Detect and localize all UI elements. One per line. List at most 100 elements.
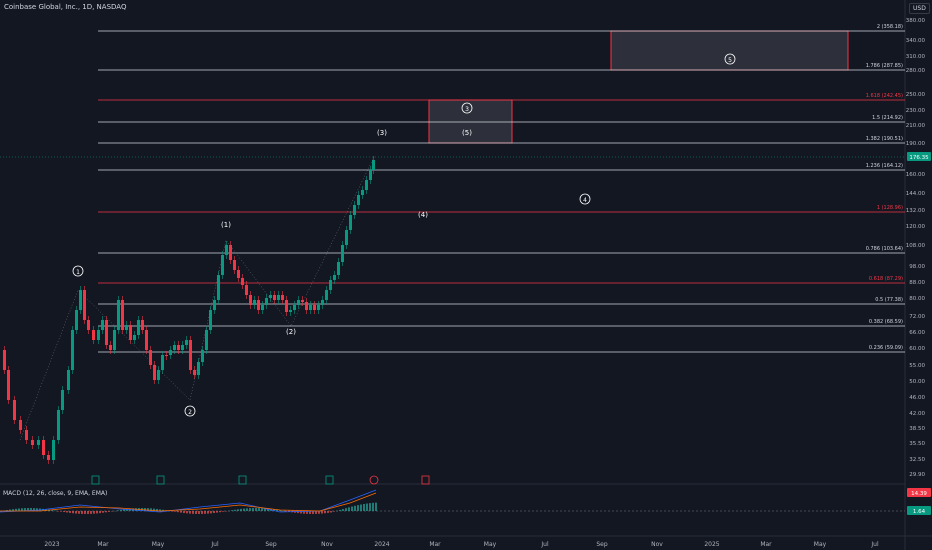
fib-label: 1.618 (242.45) [866,93,903,99]
macd-histogram-bar [237,509,239,511]
macd-histogram-bar [183,511,185,513]
macd-histogram-bar [342,509,344,511]
candle-body [353,205,356,215]
candle-body [325,290,328,300]
candle-body [121,300,124,330]
macd-histogram-bar [375,503,377,511]
candle-body [61,390,64,410]
macd-histogram-bar [36,508,38,511]
macd-histogram-bar [249,508,251,511]
candle-body [237,270,240,278]
wave-label: 1 [76,269,80,276]
macd-histogram-bar [204,511,206,514]
fib-label: 1.236 (164.12) [866,163,903,169]
fib-label: 0.618 (87.29) [869,276,903,282]
candle-body [233,260,236,270]
fib-label: 1.5 (214.92) [872,115,903,121]
time-tick-label: May [484,541,497,548]
candle-body [101,320,104,330]
macd-histogram-bar [99,511,101,513]
macd-histogram-bar [201,511,203,514]
candle-body [321,300,324,305]
macd-histogram-bar [336,511,338,512]
candle-body [165,355,168,356]
price-tick-label: 98.00 [909,264,925,270]
macd-histogram-bar [330,511,332,512]
candle-body [125,325,128,330]
candle-body [75,310,78,330]
time-tick-label: 2023 [44,541,59,548]
candle-body [201,350,204,362]
price-tick-label: 120.00 [906,224,926,230]
candle-body [117,300,120,330]
candle-body [297,300,300,305]
candle-body [249,295,252,305]
candle-body [145,330,148,350]
price-tick-label: 80.00 [909,296,925,302]
macd-histogram-bar [180,511,182,513]
time-tick-label: Sep [596,541,608,548]
fib-label: 0.236 (59.09) [869,345,903,351]
wave-label: (3) [377,129,387,137]
macd-histogram-bar [69,511,71,513]
macd-histogram-bar [189,511,191,514]
macd-value-label: 14.39 [911,491,927,497]
price-tick-label: 132.00 [906,208,926,214]
price-tick-label: 42.00 [909,411,925,417]
candle-body [161,355,164,370]
price-tick-label: 66.00 [909,330,925,336]
candle-body [169,350,172,355]
macd-histogram-bar [108,511,110,512]
candle-body [273,295,276,300]
earnings-marker [92,476,99,484]
time-tick-label: Nov [321,541,333,548]
candle-body [349,215,352,230]
candle-body [329,280,332,290]
macd-histogram-bar [117,510,119,511]
macd-histogram-bar [258,508,260,511]
macd-histogram-bar [345,508,347,511]
macd-histogram-bar [198,511,200,514]
candle-body [173,345,176,350]
candle-body [209,310,212,330]
fib-label: 2 (358.18) [877,24,903,30]
candle-body [357,195,360,205]
macd-histogram-bar [228,511,230,512]
macd-histogram-bar [348,507,350,511]
candle-body [341,245,344,262]
candle-body [92,330,95,340]
macd-histogram-bar [324,511,326,513]
candle-body [333,275,336,280]
candle-body [47,455,50,460]
macd-histogram-bar [357,505,359,511]
candle-body [141,320,144,330]
candle-body [52,440,55,460]
macd-histogram-bar [285,511,287,512]
macd-histogram-bar [252,508,254,511]
price-tick-label: 35.50 [909,441,925,447]
macd-histogram-bar [261,508,263,511]
macd-histogram-bar [246,508,248,511]
price-tick-label: 280.00 [906,68,926,74]
wave-label: 2 [188,409,192,416]
macd-histogram-bar [207,511,209,514]
macd-histogram-bar [213,511,215,513]
candle-body [71,330,74,370]
price-tick-label: 230.00 [906,108,926,114]
candle-body [149,350,152,365]
price-tick-label: 88.00 [909,280,925,286]
fib-label: 0.786 (103.64) [866,246,903,252]
candle-body [13,400,16,420]
candle-body [257,300,260,310]
wave-label: (1) [221,221,231,229]
candle-body [345,230,348,245]
time-tick-label: Sep [265,541,277,548]
macd-histogram-bar [63,511,65,512]
macd-histogram-bar [255,508,257,511]
fib-label: 0.5 (77.38) [875,297,903,303]
split-marker [370,476,378,484]
fib-label: 1.382 (190.51) [866,136,903,142]
time-tick-label: Mar [429,541,441,548]
candle-body [133,335,136,340]
